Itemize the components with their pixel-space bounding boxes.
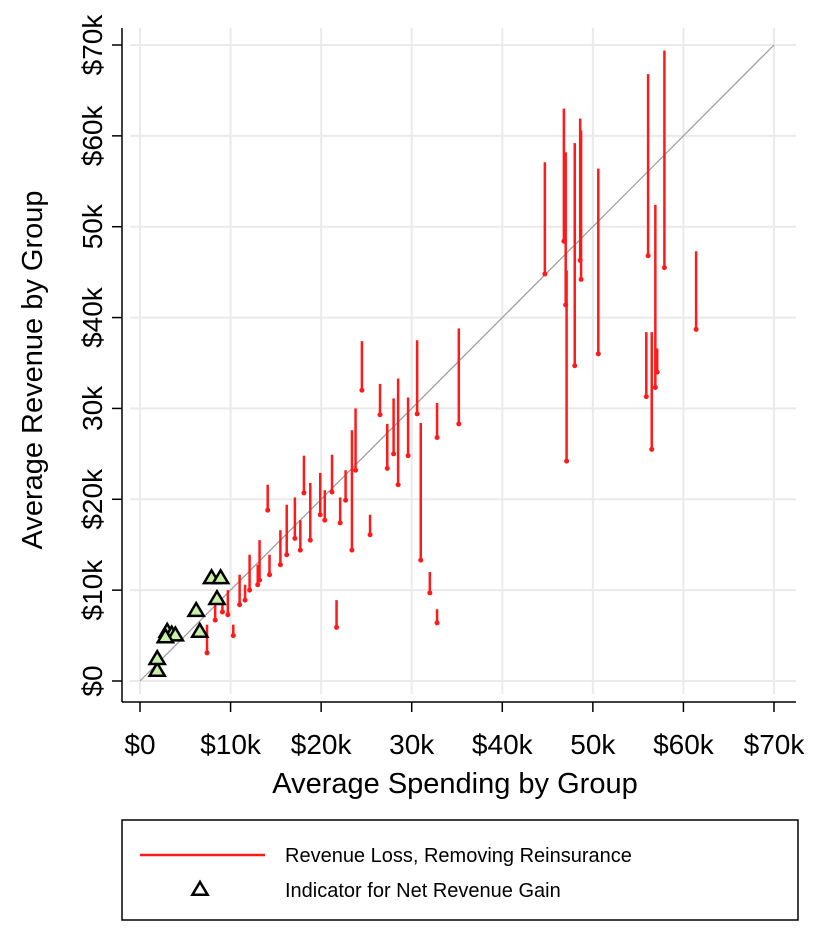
spike-point: [578, 276, 584, 282]
spike-point: [434, 620, 440, 626]
x-tick-label: $0: [124, 729, 155, 760]
spike-point: [301, 490, 307, 496]
spike-point: [693, 326, 699, 332]
spike-point: [418, 557, 424, 563]
spike-point: [343, 497, 349, 503]
y-tick-label: $20k: [77, 468, 108, 530]
triangle-marker: [207, 588, 227, 606]
spike-point: [255, 582, 261, 588]
spike-point: [564, 458, 570, 464]
y-tick-label: $0: [77, 665, 108, 696]
spike-point: [284, 552, 290, 558]
x-tick-label: $10k: [200, 729, 262, 760]
spike-point: [456, 421, 462, 427]
spike-point: [297, 547, 303, 553]
triangle-marker: [147, 648, 168, 666]
spike-point: [322, 517, 328, 523]
spike-point: [292, 535, 298, 541]
x-tick-label: 30k: [389, 729, 435, 760]
spike-point: [219, 609, 225, 615]
x-tick-label: $70k: [744, 729, 806, 760]
triangle-marker: [165, 625, 186, 642]
spike-point: [337, 520, 343, 526]
y-axis-label: Average Revenue by Group: [17, 191, 49, 550]
diagonal: [139, 44, 775, 682]
triangle-marker: [189, 621, 210, 638]
spike-point: [434, 435, 440, 441]
spike-point: [595, 351, 601, 357]
spike-point: [265, 507, 271, 513]
triangle-marker: [186, 600, 206, 618]
spike-point: [652, 385, 658, 391]
spike-point: [329, 489, 335, 495]
x-axis-label: Average Spending by Group: [272, 768, 637, 800]
y-tick-label: $10k: [77, 559, 108, 621]
spike-point: [247, 587, 253, 593]
spike-point: [353, 467, 359, 473]
spike-point: [649, 446, 655, 452]
x-tick-label: 50k: [570, 729, 616, 760]
y-tick-label: $60k: [77, 104, 108, 166]
y-tick-label: $40k: [77, 286, 108, 348]
spike-point: [307, 537, 313, 543]
x-tick-label: $60k: [653, 729, 715, 760]
spike-point: [542, 271, 548, 277]
spike-point: [414, 411, 420, 417]
spike-point: [377, 412, 383, 418]
triangle-marker: [147, 660, 168, 678]
legend-swatch: [190, 879, 210, 897]
y-tick-label: $70k: [77, 14, 108, 76]
spike-point: [395, 482, 401, 488]
spike-point: [391, 451, 397, 457]
y-tick-label: 30k: [77, 385, 108, 431]
spike-point: [661, 265, 667, 271]
spike-point: [654, 369, 660, 375]
spike-point: [242, 597, 248, 603]
spike-point: [317, 512, 323, 518]
legend-label: Indicator for Net Revenue Gain: [285, 880, 561, 902]
spike-point: [204, 650, 210, 656]
triangle-marker: [210, 567, 231, 585]
legend-box: [121, 819, 799, 921]
spike-point: [405, 453, 411, 459]
spike-point: [427, 590, 433, 596]
x-tick-label: $40k: [472, 729, 534, 760]
x-tick-label: $20k: [291, 729, 353, 760]
spike-point: [225, 612, 231, 618]
spike-point: [277, 562, 283, 568]
spike-point: [643, 394, 649, 400]
spike-point: [237, 602, 243, 608]
spike-point: [645, 253, 651, 259]
legend-label: Revenue Loss, Removing Reinsurance: [285, 845, 632, 867]
spike-point: [230, 633, 236, 639]
y-tick-label: 50k: [77, 203, 108, 249]
spike-point: [572, 363, 578, 369]
spike-point: [384, 465, 390, 471]
spike-point: [267, 572, 273, 578]
spike-point: [334, 624, 340, 630]
triangle-marker: [155, 626, 176, 644]
spike-point: [367, 532, 373, 538]
spike-point: [212, 617, 218, 623]
spike-point: [359, 387, 365, 393]
spike-point: [349, 547, 355, 553]
